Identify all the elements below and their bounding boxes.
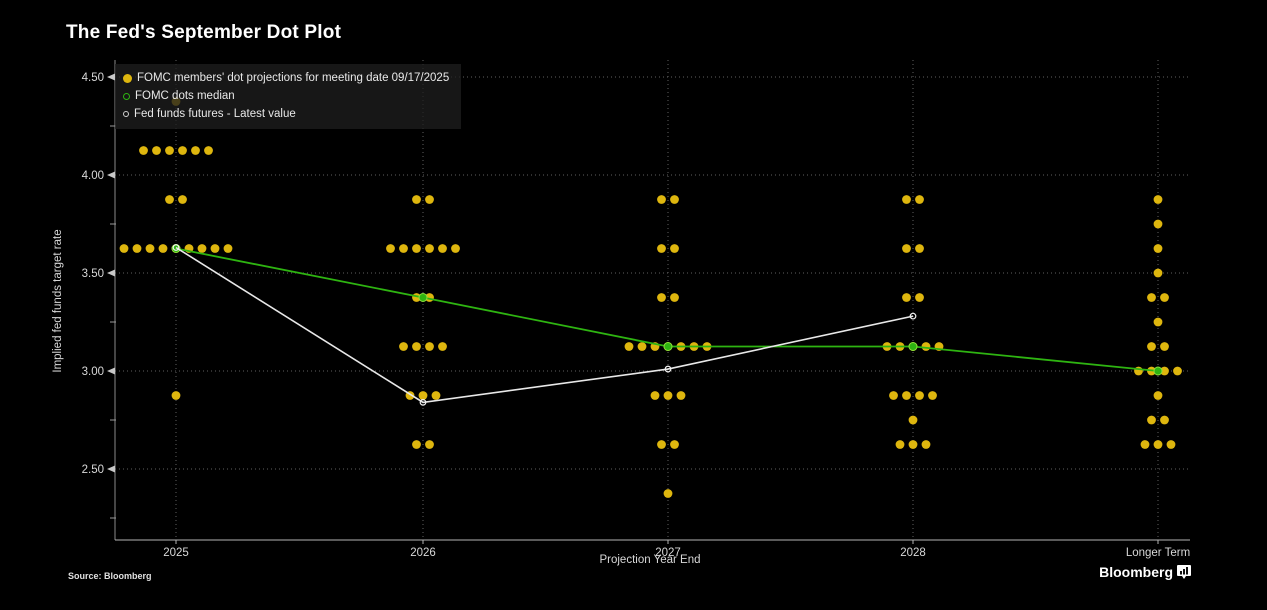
- chart-title: The Fed's September Dot Plot: [66, 22, 342, 43]
- white-circle-icon: [123, 111, 129, 117]
- legend-label: Fed funds futures - Latest value: [134, 108, 296, 120]
- svg-text:2028: 2028: [900, 547, 926, 559]
- svg-text:3.50: 3.50: [82, 268, 104, 280]
- svg-text:2026: 2026: [410, 547, 436, 559]
- bloomberg-wordmark: Bloomberg: [1099, 564, 1173, 580]
- legend-item-median: FOMC dots median: [123, 87, 449, 105]
- legend-item-futures: Fed funds futures - Latest value: [123, 105, 449, 123]
- source-credit: Source: Bloomberg: [68, 571, 152, 581]
- svg-text:4.00: 4.00: [82, 170, 104, 182]
- yellow-dot-icon: [123, 73, 132, 83]
- bloomberg-logo-icon: [1177, 565, 1191, 579]
- svg-text:Longer Term: Longer Term: [1126, 547, 1190, 559]
- legend-label: FOMC members' dot projections for meetin…: [137, 72, 450, 84]
- legend-label: FOMC dots median: [135, 90, 235, 102]
- svg-text:2025: 2025: [163, 547, 189, 559]
- legend-item-dots: FOMC members' dot projections for meetin…: [123, 69, 449, 87]
- legend-box: FOMC members' dot projections for meetin…: [115, 64, 462, 129]
- x-axis-title: Projection Year End: [599, 554, 701, 566]
- svg-text:3.00: 3.00: [82, 366, 104, 378]
- green-circle-icon: [123, 92, 130, 100]
- svg-text:2027: 2027: [655, 547, 681, 559]
- svg-text:2.50: 2.50: [82, 464, 104, 476]
- y-axis-title: Implied fed funds target rate: [52, 229, 64, 373]
- svg-text:4.50: 4.50: [82, 72, 104, 84]
